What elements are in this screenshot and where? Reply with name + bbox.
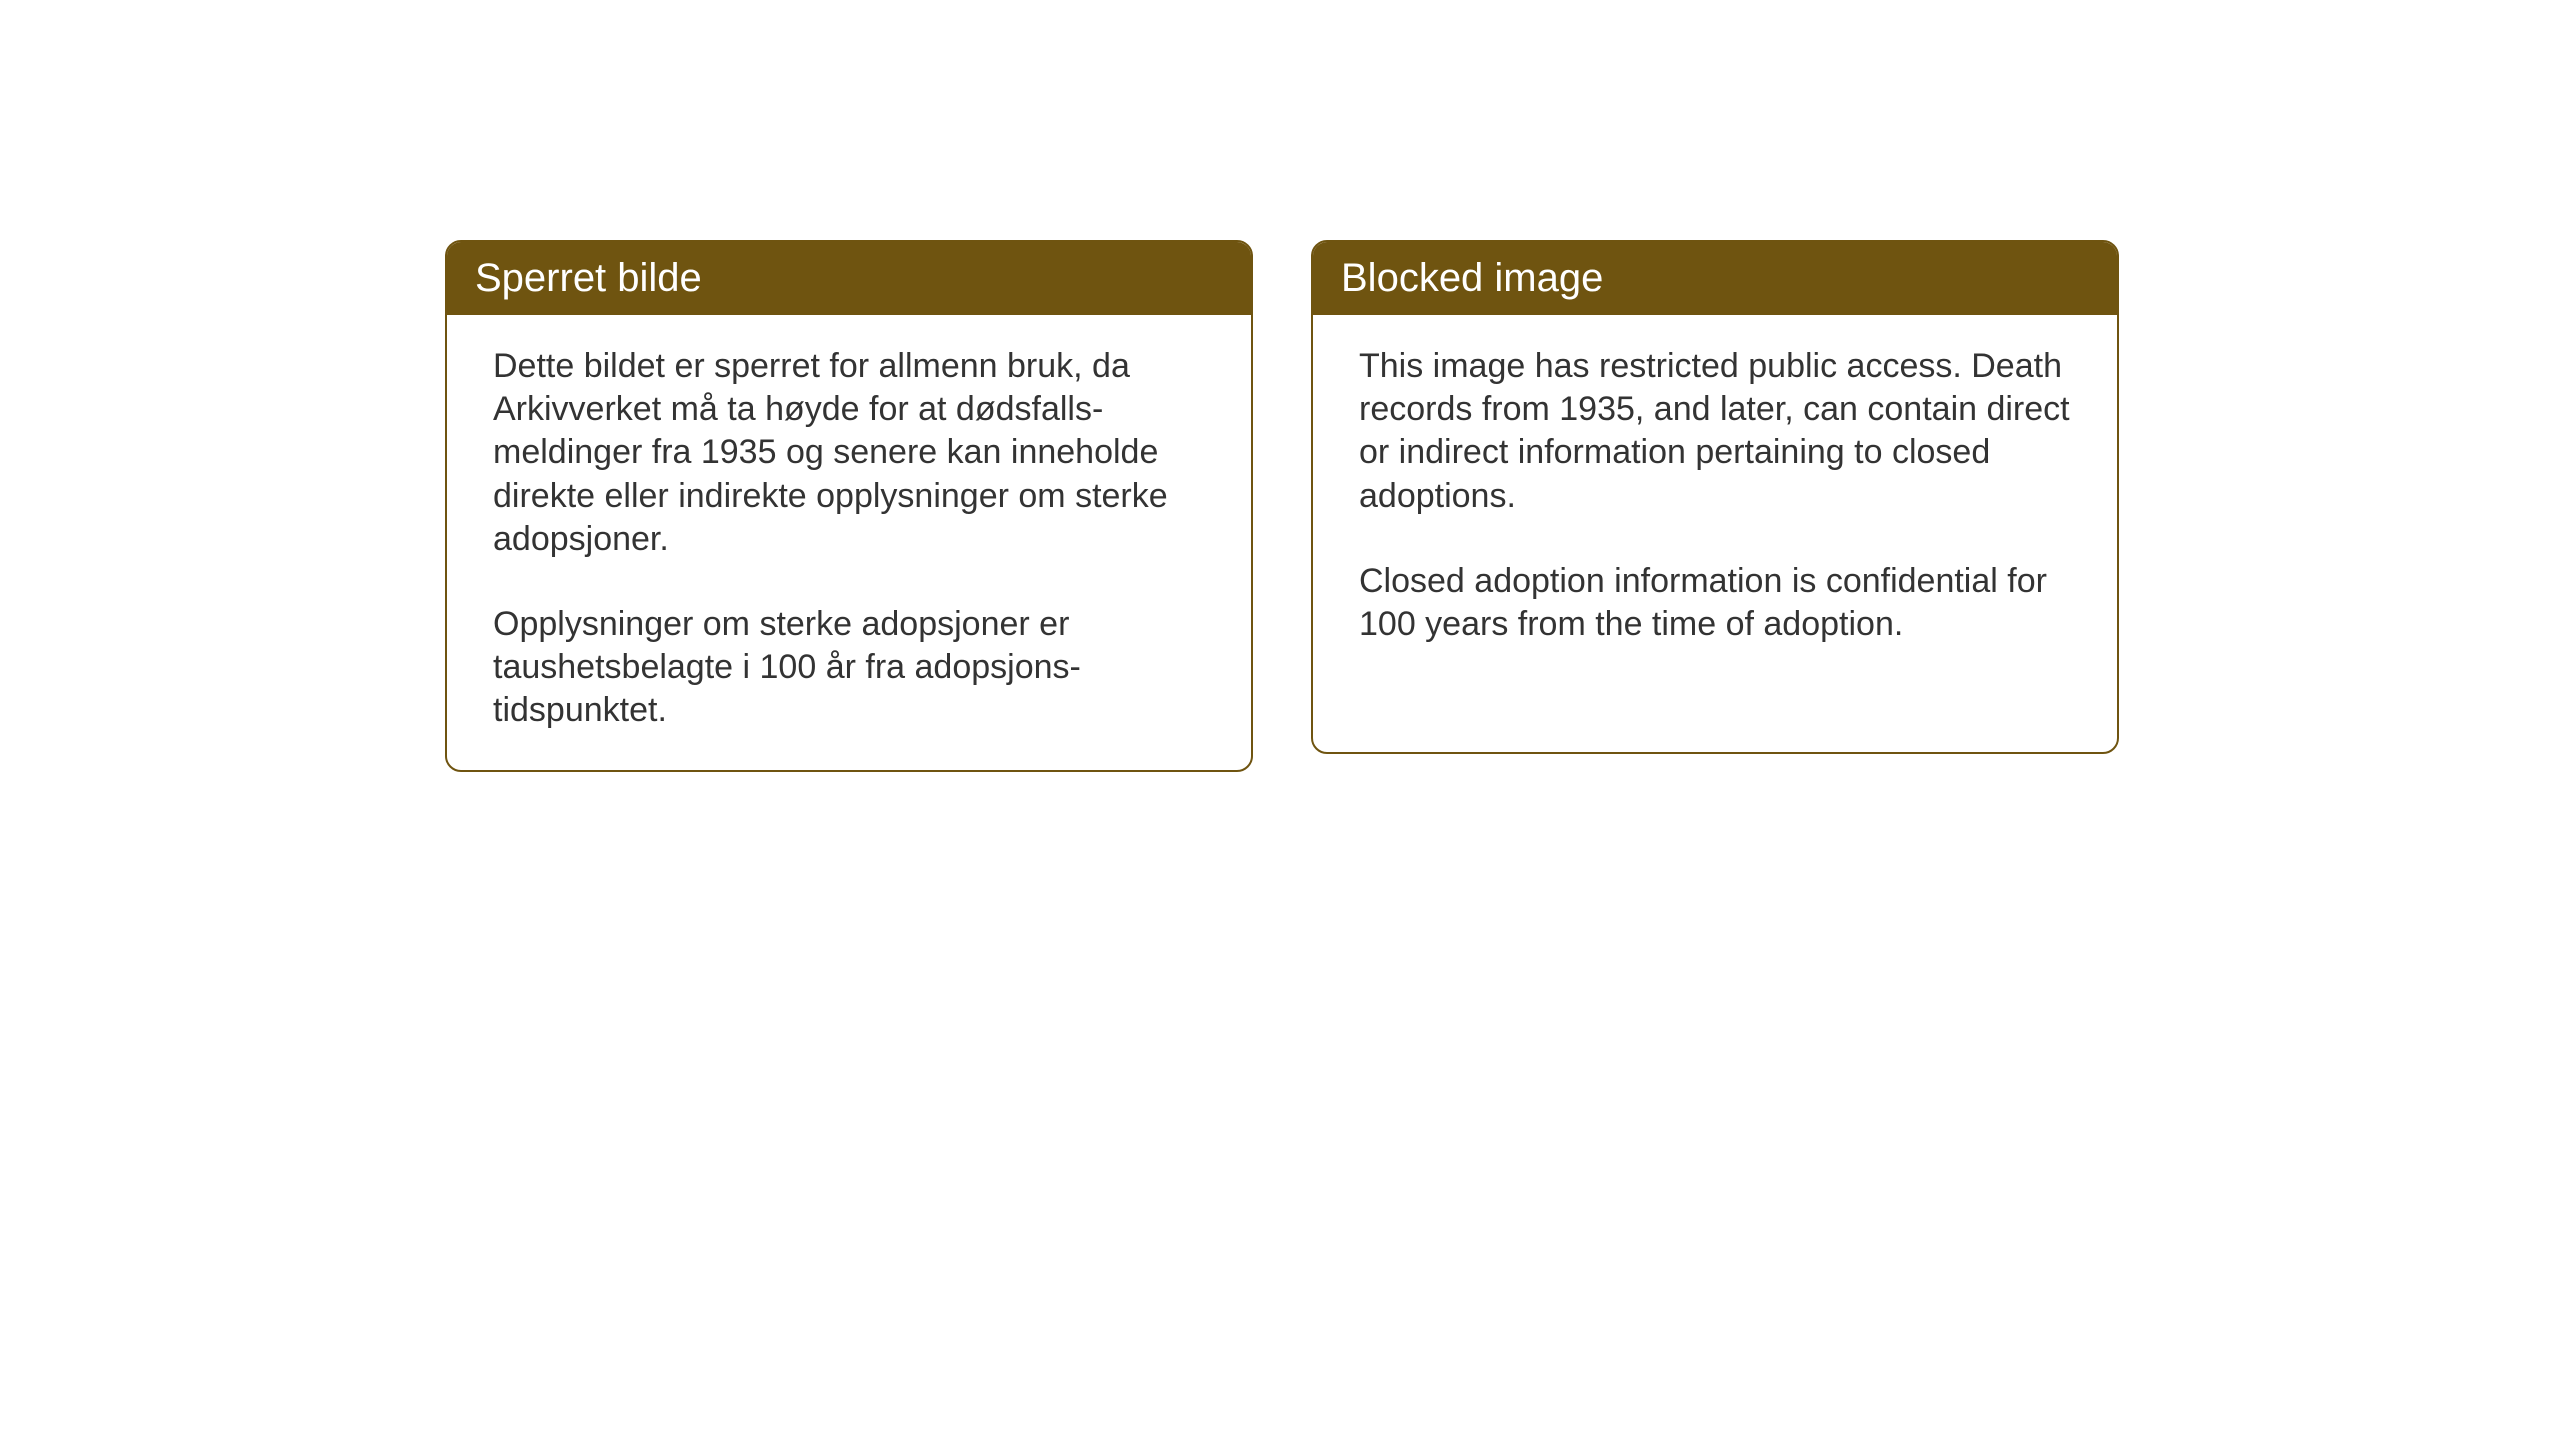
notice-text-english-p2: Closed adoption information is confident… bbox=[1359, 560, 2071, 646]
notice-card-norwegian: Sperret bilde Dette bildet er sperret fo… bbox=[445, 240, 1253, 772]
notice-text-norwegian-p2: Opplysninger om sterke adopsjoner er tau… bbox=[493, 603, 1205, 733]
notice-container: Sperret bilde Dette bildet er sperret fo… bbox=[445, 240, 2119, 772]
card-body-english: This image has restricted public access.… bbox=[1313, 315, 2117, 684]
notice-text-english-p1: This image has restricted public access.… bbox=[1359, 345, 2071, 518]
notice-text-norwegian-p1: Dette bildet er sperret for allmenn bruk… bbox=[493, 345, 1205, 561]
card-header-english: Blocked image bbox=[1313, 242, 2117, 315]
card-header-norwegian: Sperret bilde bbox=[447, 242, 1251, 315]
notice-card-english: Blocked image This image has restricted … bbox=[1311, 240, 2119, 754]
card-body-norwegian: Dette bildet er sperret for allmenn bruk… bbox=[447, 315, 1251, 770]
